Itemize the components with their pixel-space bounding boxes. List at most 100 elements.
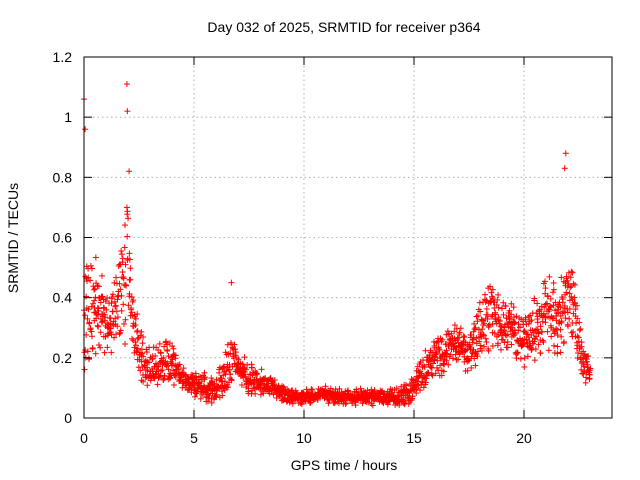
data-point [557,349,564,356]
data-point [543,300,550,307]
data-point [571,281,578,288]
data-point [474,312,481,319]
x-axis-label: GPS time / hours [291,457,398,473]
data-point [119,269,126,276]
data-point [567,274,574,281]
data-point [402,381,409,388]
data-point [524,353,531,360]
data-point [455,339,462,346]
data-point [495,291,502,298]
data-point [545,347,552,354]
data-point [132,339,139,346]
data-point [266,390,273,397]
data-point [200,385,207,392]
data-point [506,315,513,322]
data-point [144,358,151,365]
data-point [160,354,167,361]
data-point [118,292,125,299]
data-point [166,340,173,347]
data-point [510,304,517,311]
data-point [155,363,162,370]
data-point [439,352,446,359]
data-point [521,354,528,361]
data-point [117,327,124,334]
data-point [134,327,141,334]
data-point [558,333,565,340]
data-point [85,306,92,313]
data-point [481,320,488,327]
x-tick-label: 0 [80,430,88,446]
data-point [97,329,104,336]
data-point [571,299,578,306]
data-point [111,334,118,341]
data-point [502,302,509,309]
data-point [169,343,176,350]
data-point [481,291,488,298]
data-point [483,305,490,312]
data-point [477,308,484,315]
data-point [501,324,508,331]
data-point [482,335,489,342]
data-point [127,276,134,283]
data-point [132,342,139,349]
data-point [125,302,132,309]
data-point [485,347,492,354]
data-point [471,355,478,362]
data-point [423,375,430,382]
data-point [434,357,441,364]
data-point [147,377,154,384]
data-point [479,326,486,333]
data-point [241,354,248,361]
data-point [244,361,251,368]
data-point [498,305,505,312]
data-point [557,304,564,311]
data-point [483,339,490,346]
data-point [226,366,233,373]
data-point [95,323,102,330]
data-point [486,321,493,328]
data-point [539,318,546,325]
data-point [123,81,130,88]
data-point [537,323,544,330]
data-point [108,300,115,307]
data-point [120,301,127,308]
data-point [124,208,131,215]
data-point [470,334,477,341]
data-point [470,328,477,335]
data-point [475,326,482,333]
data-point [122,316,129,323]
data-point [144,382,151,389]
data-point [489,286,496,293]
data-point [258,366,265,373]
data-point [267,374,274,381]
data-point [232,352,239,359]
data-point [128,309,135,316]
data-point [423,372,430,379]
data-point [563,275,570,282]
data-point [484,315,491,322]
data-point [116,330,123,337]
data-point [413,390,420,397]
data-point [132,322,139,329]
data-point [492,311,499,318]
data-point [127,265,134,272]
data-point [94,304,101,311]
data-point [517,355,524,362]
data-point [212,392,219,399]
data-point [494,296,501,303]
data-point [137,332,144,339]
data-point [566,305,573,312]
data-point [461,334,468,341]
data-point [531,357,538,364]
data-point [571,294,578,301]
data-point [508,311,515,318]
data-point [533,333,540,340]
data-point [540,339,547,346]
data-point [574,315,581,322]
data-point [546,303,553,310]
data-point [205,391,212,398]
data-point [506,316,513,323]
data-point [495,314,502,321]
data-point [130,297,137,304]
data-point [231,341,238,348]
